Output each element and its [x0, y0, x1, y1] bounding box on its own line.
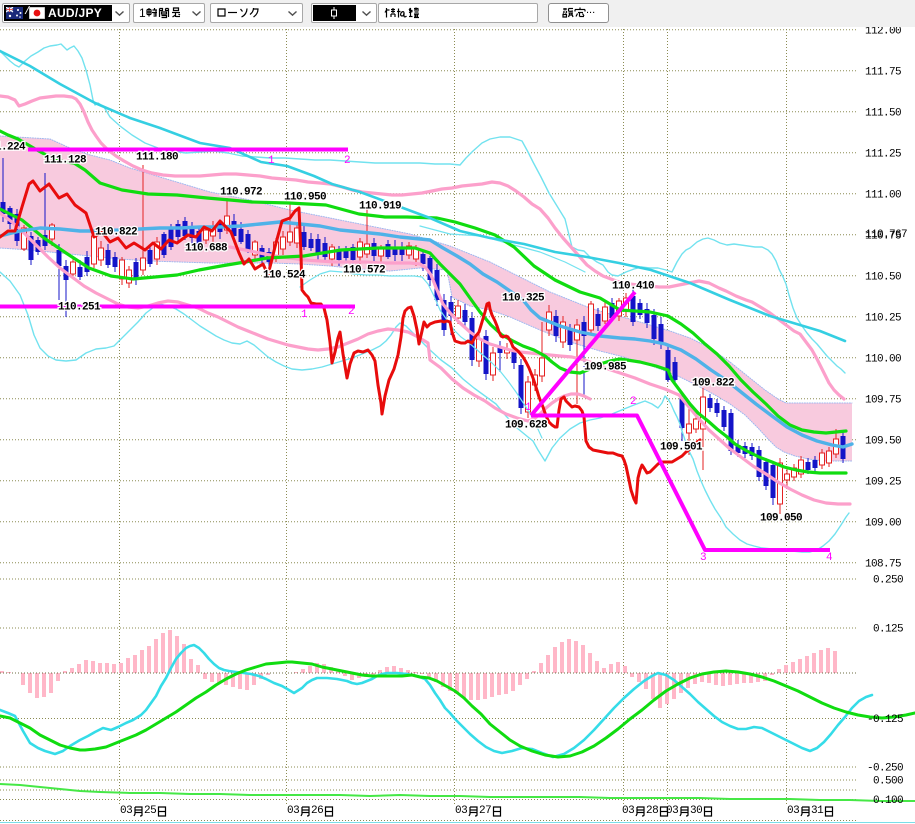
svg-text:1: 1	[525, 402, 532, 414]
svg-text:2: 2	[344, 155, 351, 167]
svg-text:2: 2	[348, 306, 355, 318]
svg-text:109.25: 109.25	[865, 476, 901, 488]
svg-text:112.00: 112.00	[865, 25, 901, 37]
svg-text:110.822: 110.822	[95, 227, 137, 239]
svg-text:110.919: 110.919	[359, 201, 401, 213]
svg-text:109.985: 109.985	[584, 362, 627, 374]
svg-text:111.128: 111.128	[44, 155, 87, 167]
svg-text:1: 1	[268, 155, 275, 167]
svg-text:0.100: 0.100	[873, 795, 903, 807]
svg-text:4: 4	[826, 552, 833, 564]
svg-text:111.224: 111.224	[0, 142, 26, 154]
svg-text:109.50: 109.50	[865, 435, 901, 447]
svg-text:0.250: 0.250	[873, 575, 903, 587]
svg-text:-0.250: -0.250	[867, 763, 903, 775]
svg-text:1: 1	[301, 309, 308, 321]
svg-text:109.75: 109.75	[865, 394, 901, 406]
svg-text:-0.125: -0.125	[867, 714, 903, 726]
svg-text:110.50: 110.50	[865, 271, 901, 283]
svg-text:110.688: 110.688	[185, 243, 228, 255]
svg-text:0.125: 0.125	[873, 624, 903, 636]
svg-text:110.75: 110.75	[865, 230, 901, 242]
svg-text:110.950: 110.950	[284, 192, 326, 204]
svg-text:2: 2	[630, 396, 637, 408]
svg-text:108.75: 108.75	[865, 558, 901, 570]
svg-text:110.251: 110.251	[58, 302, 101, 314]
svg-text:110.25: 110.25	[865, 312, 901, 324]
svg-text:110.325: 110.325	[502, 293, 545, 305]
svg-text:109.628: 109.628	[505, 420, 548, 432]
svg-text:0.500: 0.500	[873, 776, 903, 788]
svg-text:111.180: 111.180	[136, 152, 178, 164]
svg-text:109.822: 109.822	[692, 378, 734, 390]
svg-text:109.050: 109.050	[760, 513, 802, 525]
svg-text:110.767: 110.767	[865, 229, 907, 241]
svg-text:110.572: 110.572	[343, 265, 385, 277]
svg-text:109.501: 109.501	[660, 442, 703, 454]
svg-text:111.00: 111.00	[865, 189, 901, 201]
svg-text:109.00: 109.00	[865, 517, 901, 529]
svg-text:111.50: 111.50	[865, 107, 901, 119]
svg-text:111.75: 111.75	[865, 66, 901, 78]
svg-text:110.972: 110.972	[220, 187, 262, 199]
svg-text:110.00: 110.00	[865, 353, 901, 365]
svg-text:110.524: 110.524	[263, 270, 306, 282]
svg-text:111.25: 111.25	[865, 148, 901, 160]
svg-text:110.410: 110.410	[612, 281, 654, 293]
svg-text:3: 3	[700, 552, 707, 564]
